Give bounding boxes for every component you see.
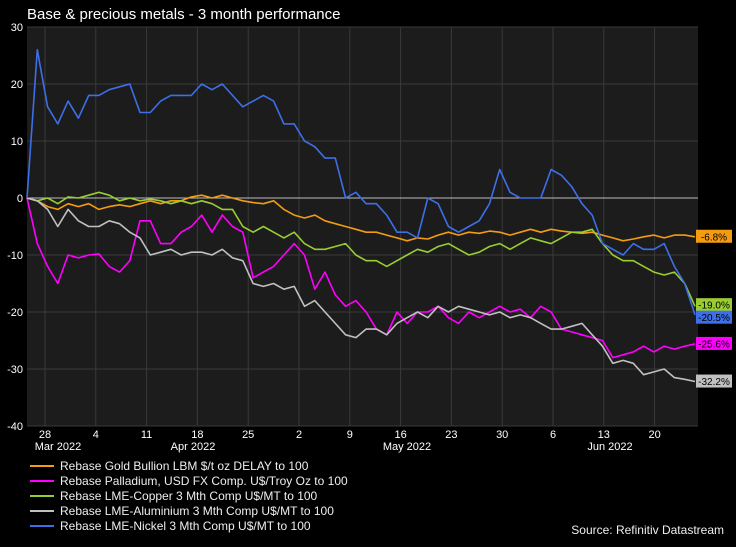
x-month-label: May 2022 [383,441,431,453]
end-label-0: -6.8% [696,229,732,243]
x-month-label: Mar 2022 [35,441,81,453]
x-tick-label: 9 [347,429,353,441]
x-tick-label: 4 [93,429,99,441]
legend-swatch [30,464,54,467]
x-month-label: Jun 2022 [587,441,632,453]
end-label-text: -32.2% [698,377,730,388]
end-label-text: -19.0% [698,301,730,312]
y-tick-label: 10 [11,136,23,148]
y-tick-label: 20 [11,79,23,91]
y-tick-label: -40 [7,421,23,433]
series-line-4 [26,48,696,316]
legend-label: Rebase Gold Bullion LBM $/t oz DELAY to … [60,458,309,473]
chart-legend: Rebase Gold Bullion LBM $/t oz DELAY to … [30,458,348,533]
end-label-3: -32.2% [696,374,732,388]
series-line-3 [26,197,696,383]
legend-item: Rebase Palladium, USD FX Comp. U$/Troy O… [30,473,348,488]
y-tick-label: -30 [7,364,23,376]
x-tick-label: 23 [445,429,457,441]
end-label-text: -20.5% [698,313,730,324]
end-label-text: -6.8% [701,232,727,243]
legend-item: Rebase Gold Bullion LBM $/t oz DELAY to … [30,458,348,473]
legend-swatch [30,524,54,527]
y-tick-label: 0 [17,193,23,205]
legend-item: Rebase LME-Copper 3 Mth Comp U$/MT to 10… [30,488,348,503]
plot-background [27,27,698,426]
end-label-4: -20.5% [696,310,732,324]
x-tick-label: 13 [598,429,610,441]
x-tick-label: 20 [648,429,660,441]
legend-swatch [30,479,54,482]
legend-label: Rebase LME-Nickel 3 Mth Comp U$/MT to 10… [60,518,311,533]
legend-label: Rebase Palladium, USD FX Comp. U$/Troy O… [60,473,348,488]
x-tick-label: 2 [296,429,302,441]
end-label-text: -25.6% [698,339,730,350]
legend-swatch [30,494,54,497]
legend-item: Rebase LME-Aluminium 3 Mth Comp U$/MT to… [30,503,348,518]
y-tick-label: -10 [7,250,23,262]
series-line-1 [26,197,696,359]
legend-label: Rebase LME-Aluminium 3 Mth Comp U$/MT to… [60,503,334,518]
x-month-label: Apr 2022 [171,441,216,453]
x-tick-label: 30 [496,429,508,441]
x-tick-label: 6 [550,429,556,441]
y-tick-label: -20 [7,307,23,319]
x-tick-label: 11 [141,429,152,441]
x-tick-label: 25 [242,429,254,441]
series-line-0 [26,194,696,242]
legend-swatch [30,509,54,512]
series-line-2 [26,191,696,307]
end-label-2: -19.0% [696,298,732,312]
x-tick-label: 16 [394,429,406,441]
x-tick-label: 18 [191,429,203,441]
chart-source: Source: Refinitiv Datastream [571,523,724,537]
y-tick-label: 30 [11,22,23,34]
chart-title: Base & precious metals - 3 month perform… [27,6,341,23]
x-tick-label: 28 [39,429,51,441]
end-label-1: -25.6% [696,336,732,350]
legend-label: Rebase LME-Copper 3 Mth Comp U$/MT to 10… [60,488,318,503]
legend-item: Rebase LME-Nickel 3 Mth Comp U$/MT to 10… [30,518,348,533]
